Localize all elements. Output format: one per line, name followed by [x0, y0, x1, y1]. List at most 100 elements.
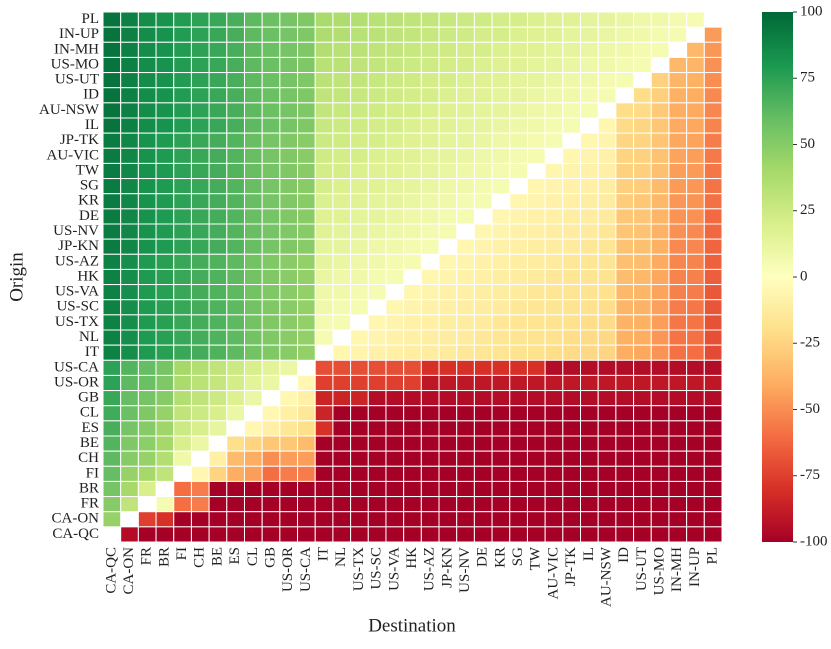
heatmap-cell — [261, 72, 281, 89]
heatmap-cell — [491, 329, 511, 346]
heatmap-cell — [526, 526, 546, 543]
heatmap-cell — [173, 329, 192, 346]
heatmap-cell — [473, 223, 493, 240]
heatmap-cell — [314, 268, 334, 286]
heatmap-cell — [261, 420, 281, 437]
heatmap-cell — [633, 526, 652, 543]
heatmap-cell — [491, 268, 511, 286]
heatmap-cell — [597, 299, 617, 316]
heatmap-cell — [509, 147, 528, 164]
heatmap-cell — [633, 132, 652, 149]
heatmap-cell — [367, 435, 387, 452]
heatmap-cell — [562, 72, 582, 89]
heatmap-cell — [137, 390, 157, 407]
heatmap-cell — [297, 41, 316, 58]
heatmap-cell — [332, 132, 352, 149]
heatmap-cell — [509, 390, 528, 407]
heatmap-cell — [403, 87, 422, 104]
colorbar-tick-label: 50 — [800, 136, 815, 152]
heatmap-cell — [615, 405, 635, 422]
heatmap-cell — [473, 147, 493, 164]
heatmap-cell — [226, 87, 245, 104]
heatmap-cell — [456, 87, 475, 104]
heatmap-cell — [314, 359, 334, 376]
heatmap-cell — [703, 420, 723, 437]
heatmap-cell — [509, 162, 528, 180]
heatmap-cell — [703, 238, 723, 255]
heatmap-cell — [314, 480, 334, 498]
heatmap-cell — [243, 11, 263, 28]
heatmap-cell — [473, 41, 493, 58]
heatmap-cell — [686, 117, 705, 134]
heatmap-cell — [473, 87, 493, 104]
heatmap-cell — [420, 147, 440, 164]
heatmap-cell — [580, 359, 599, 376]
x-tick-label: CA-QC — [103, 547, 119, 594]
heatmap-cell — [562, 87, 582, 104]
heatmap-cell — [173, 26, 192, 43]
heatmap-cell — [385, 117, 405, 134]
x-tick-label: US-AZ — [422, 547, 438, 591]
heatmap-cell — [703, 132, 723, 149]
heatmap-cell — [350, 253, 369, 270]
heatmap-cell — [438, 41, 458, 58]
heatmap-cell — [633, 11, 652, 28]
heatmap-cell — [403, 72, 422, 89]
heatmap-cell — [155, 374, 175, 392]
heatmap-cell — [509, 329, 528, 346]
heatmap-cell — [385, 511, 405, 528]
heatmap-cell — [332, 299, 352, 316]
heatmap-cell — [562, 26, 582, 43]
x-tick-label: TW — [528, 546, 544, 570]
heatmap-cell — [332, 223, 352, 240]
heatmap-cell — [438, 87, 458, 104]
heatmap-cell — [332, 253, 352, 270]
heatmap-cell — [155, 511, 175, 528]
heatmap-cell — [668, 344, 688, 361]
y-tick-label: JP-TK — [60, 132, 99, 148]
heatmap-cell — [261, 314, 281, 331]
heatmap-cell — [650, 329, 670, 346]
heatmap-cell — [544, 390, 564, 407]
heatmap-cell — [173, 72, 192, 89]
heatmap-cell — [350, 374, 369, 392]
heatmap-cell — [102, 87, 122, 104]
heatmap-cell — [544, 72, 564, 89]
y-tick-label: US-AZ — [55, 253, 99, 269]
heatmap-cell — [509, 526, 528, 543]
heatmap-cell — [137, 72, 157, 89]
heatmap-cell — [650, 526, 670, 543]
heatmap-cell — [243, 117, 263, 134]
heatmap-cell — [562, 480, 582, 498]
heatmap-cell — [473, 374, 493, 392]
heatmap-cell — [403, 329, 422, 346]
heatmap-cell — [403, 132, 422, 149]
heatmap-cell — [155, 162, 175, 180]
heatmap-cell — [580, 480, 599, 498]
heatmap-cell — [686, 208, 705, 225]
heatmap-cell — [314, 511, 334, 528]
heatmap-cell — [261, 329, 281, 346]
heatmap-cell — [102, 284, 122, 301]
heatmap-cell — [190, 480, 210, 498]
heatmap-cell — [650, 102, 670, 119]
heatmap-cell — [261, 162, 281, 180]
heatmap-cell — [297, 208, 316, 225]
heatmap-cell — [491, 56, 511, 74]
heatmap-cell — [526, 193, 546, 210]
heatmap-cell — [597, 117, 617, 134]
heatmap-cell — [456, 147, 475, 164]
heatmap-cell — [509, 299, 528, 316]
heatmap-cell — [190, 56, 210, 74]
heatmap-cell — [226, 117, 245, 134]
y-tick-label: CH — [78, 450, 99, 466]
heatmap-cell — [438, 162, 458, 180]
heatmap-cell — [650, 284, 670, 301]
heatmap-cell — [473, 480, 493, 498]
heatmap-cell — [580, 344, 599, 361]
y-tick-label: ID — [83, 87, 99, 103]
heatmap-cell — [633, 359, 652, 376]
heatmap-cell — [650, 11, 670, 28]
heatmap-cell — [420, 480, 440, 498]
heatmap-cell — [526, 208, 546, 225]
